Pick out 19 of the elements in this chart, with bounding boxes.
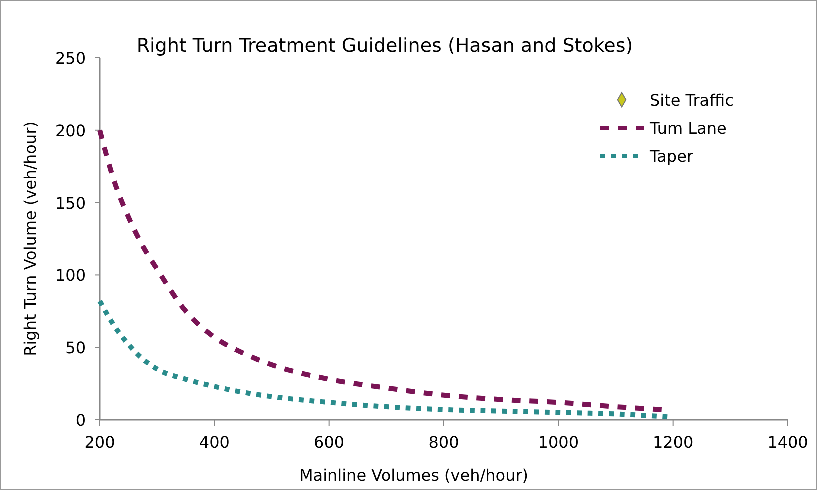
x-tick-label: 200	[84, 433, 116, 452]
x-tick-label: 1200	[652, 433, 694, 452]
x-tick-label: 400	[199, 433, 230, 452]
y-tick-label: 150	[55, 194, 86, 213]
legend-label: Tum Lane	[649, 119, 727, 138]
y-tick-label: 100	[55, 266, 86, 286]
x-tick-label: 800	[428, 433, 460, 452]
y-tick-label: 0	[76, 411, 86, 430]
x-tick-label: 1400	[768, 433, 808, 452]
y-tick-label: 250	[55, 49, 86, 68]
y-tick-label: 200	[55, 121, 86, 140]
x-tick-label: 600	[314, 433, 345, 452]
x-axis-title: Mainline Volumes (veh/hour)	[299, 466, 529, 485]
x-tick-label: 1000	[538, 433, 580, 452]
chart-title: Right Turn Treatment Guidelines (Hasan and Stokes)	[136, 35, 634, 57]
y-tick-label: 50	[66, 338, 86, 358]
legend-label: Taper	[649, 147, 694, 166]
legend-label: Site Traffic	[650, 91, 734, 110]
y-axis-title: Right Turn Volume (veh/hour)	[21, 122, 40, 356]
